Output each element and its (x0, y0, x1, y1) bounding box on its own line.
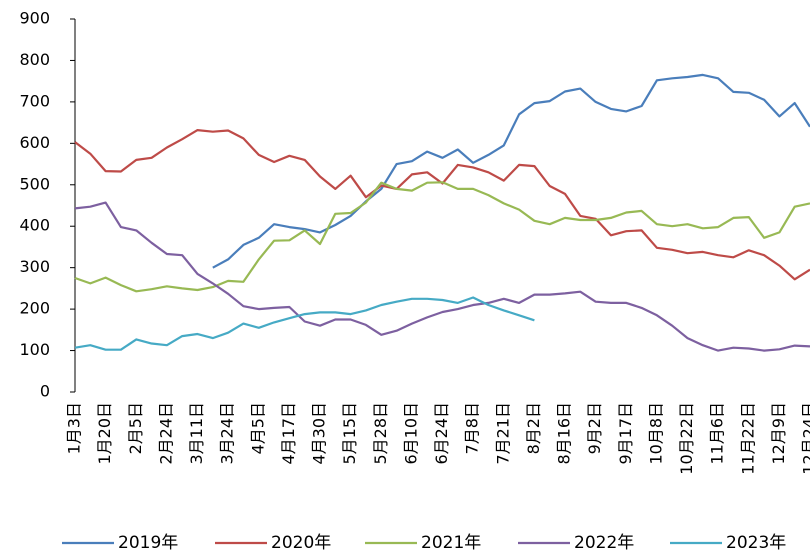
y-tick-label: 900 (19, 9, 50, 28)
x-tick-label: 11月22日 (738, 402, 757, 475)
x-tick-label: 9月2日 (585, 402, 604, 454)
x-tick-label: 6月24日 (432, 402, 451, 465)
legend-label: 2022年 (574, 533, 634, 553)
legend-label: 2023年 (726, 533, 786, 553)
x-tick-label: 2月24日 (156, 402, 175, 465)
y-tick-label: 800 (19, 50, 50, 69)
x-tick-label: 3月11日 (187, 402, 206, 465)
x-tick-label: 5月15日 (340, 402, 359, 465)
x-tick-label: 8月16日 (555, 402, 574, 465)
y-tick-label: 400 (19, 216, 50, 235)
x-tick-label: 2月5日 (126, 402, 145, 454)
x-tick-label: 1月20日 (95, 402, 114, 465)
legend-label: 2021年 (421, 533, 481, 553)
x-tick-label: 7月8日 (463, 402, 482, 454)
series-line (74, 181, 810, 293)
legend: 2019年 2020年 2021年 2022年 2023年 (62, 533, 786, 553)
x-tick-label: 1月3日 (65, 402, 84, 454)
x-tick-label: 4月30日 (310, 402, 329, 465)
y-tick-label: 100 (19, 340, 50, 359)
x-tick-label: 7月21日 (493, 402, 512, 465)
y-tick-label: 300 (19, 257, 50, 276)
legend-label: 2020年 (271, 533, 331, 553)
x-tick-label: 10月22日 (677, 402, 696, 475)
x-tick-label: 11月6日 (708, 402, 727, 465)
x-tick-label: 8月2日 (524, 402, 543, 454)
x-tick-label: 12月9日 (769, 402, 788, 465)
y-tick-label: 500 (19, 174, 50, 193)
x-tick-label: 4月5日 (248, 402, 267, 454)
x-tick-label: 12月24日 (800, 402, 810, 475)
x-tick-label: 9月17日 (616, 402, 635, 465)
series-line (74, 296, 535, 351)
x-tick-label: 10月8日 (646, 402, 665, 465)
legend-label: 2019年 (118, 533, 178, 553)
series-line (212, 73, 810, 269)
y-tick-label: 700 (19, 91, 50, 110)
x-tick-label: 3月24日 (218, 402, 237, 465)
series-line (74, 129, 810, 281)
x-tick-label: 6月10日 (401, 402, 420, 465)
y-tick-label: 200 (19, 299, 50, 318)
series-line (74, 201, 810, 352)
x-tick-label: 5月28日 (371, 402, 390, 465)
y-tick-label: 600 (19, 133, 50, 152)
y-tick-label: 0 (40, 382, 50, 401)
x-tick-label: 4月17日 (279, 402, 298, 465)
